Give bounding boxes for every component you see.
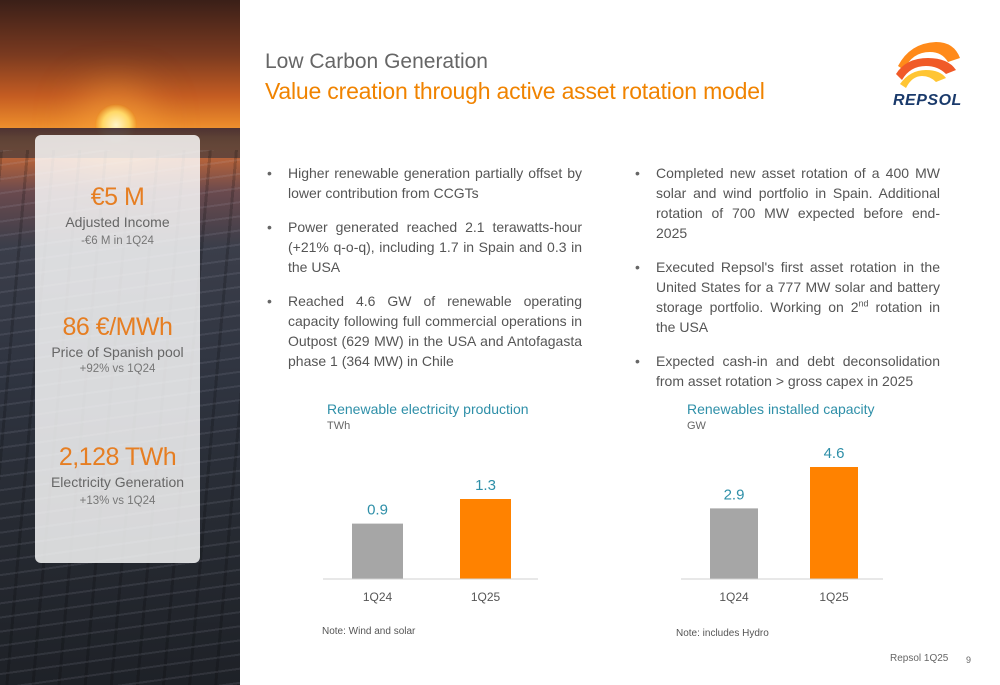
bullet-list-left: Higher renewable generation partially of… bbox=[265, 163, 582, 385]
kpi-label: Electricity Generation bbox=[50, 474, 185, 490]
data-label: 4.6 bbox=[824, 445, 845, 462]
kpi-adjusted-income: €5 M Adjusted Income -€6 M in 1Q24 bbox=[35, 183, 200, 247]
kpi-sub: +92% vs 1Q24 bbox=[79, 363, 156, 375]
page-number: 9 bbox=[966, 655, 972, 665]
data-label: 0.9 bbox=[367, 502, 388, 519]
category-label: 1Q24 bbox=[363, 590, 393, 604]
footer-source: Repsol 1Q25 bbox=[890, 653, 949, 664]
bullet-item: Executed Repsol's first asset rotation i… bbox=[633, 257, 940, 337]
bullet-item: Power generated reached 2.1 terawatts-ho… bbox=[265, 217, 582, 277]
category-label: 1Q24 bbox=[719, 590, 749, 604]
category-label: 1Q25 bbox=[471, 590, 501, 604]
installed-capacity-chart: 2.9 1Q24 4.6 1Q25 bbox=[673, 440, 895, 610]
chart-title: Renewable electricity production bbox=[327, 401, 529, 417]
chart-bar-1Q25 bbox=[810, 467, 858, 579]
category-label: 1Q25 bbox=[819, 590, 849, 604]
data-label: 1.3 bbox=[475, 477, 496, 494]
chart-note: Note: Wind and solar bbox=[322, 626, 416, 637]
kpi-label: Price of Spanish pool bbox=[51, 344, 184, 360]
bullet-item: Reached 4.6 GW of renewable operating ca… bbox=[265, 291, 582, 371]
repsol-logo-icon bbox=[896, 42, 960, 88]
chart-svg: 0.9 1Q24 1.3 1Q25 bbox=[323, 477, 538, 604]
kpi-value: 86 €/MWh bbox=[62, 313, 173, 341]
kpi-electricity-generation: 2,128 TWh Electricity Generation +13% vs… bbox=[35, 443, 200, 507]
chart-note: Note: includes Hydro bbox=[676, 628, 769, 639]
chart-unit: TWh bbox=[327, 420, 351, 432]
kpi-label: Adjusted Income bbox=[65, 214, 170, 230]
chart-bar-1Q24 bbox=[710, 508, 758, 579]
kpi-spanish-pool-price: 86 €/MWh Price of Spanish pool +92% vs 1… bbox=[35, 313, 200, 375]
kpi-sub: -€6 M in 1Q24 bbox=[81, 235, 154, 247]
data-label: 2.9 bbox=[724, 486, 745, 503]
chart-title: Renewables installed capacity bbox=[687, 401, 875, 417]
kpi-sub: +13% vs 1Q24 bbox=[79, 495, 156, 507]
chart-bar-1Q25 bbox=[460, 499, 511, 579]
bullet-item: Expected cash-in and debt deconsolidatio… bbox=[633, 351, 940, 391]
kpi-card: €5 M Adjusted Income -€6 M in 1Q24 86 €/… bbox=[35, 135, 200, 563]
renewable-production-chart: 0.9 1Q24 1.3 1Q25 bbox=[315, 460, 550, 610]
bullet-text: Executed Repsol's first asset rotation i… bbox=[656, 259, 940, 315]
section-title: Low Carbon Generation bbox=[265, 50, 488, 73]
chart-unit: GW bbox=[687, 420, 706, 432]
ordinal-suffix: nd bbox=[858, 298, 869, 309]
kpi-value: 2,128 TWh bbox=[58, 443, 177, 471]
chart-svg: 2.9 1Q24 4.6 1Q25 bbox=[681, 445, 883, 604]
chart-bar-1Q24 bbox=[352, 523, 403, 579]
bullet-item: Completed new asset rotation of a 400 MW… bbox=[633, 163, 940, 243]
bullet-item: Higher renewable generation partially of… bbox=[265, 163, 582, 203]
repsol-wordmark: REPSOL bbox=[893, 92, 962, 109]
page-title: Value creation through active asset rota… bbox=[265, 78, 765, 104]
bullet-text: rotation in the USA bbox=[656, 299, 941, 335]
kpi-value: €5 M bbox=[90, 183, 145, 211]
bullet-list-right: Completed new asset rotation of a 400 MW… bbox=[633, 163, 940, 405]
